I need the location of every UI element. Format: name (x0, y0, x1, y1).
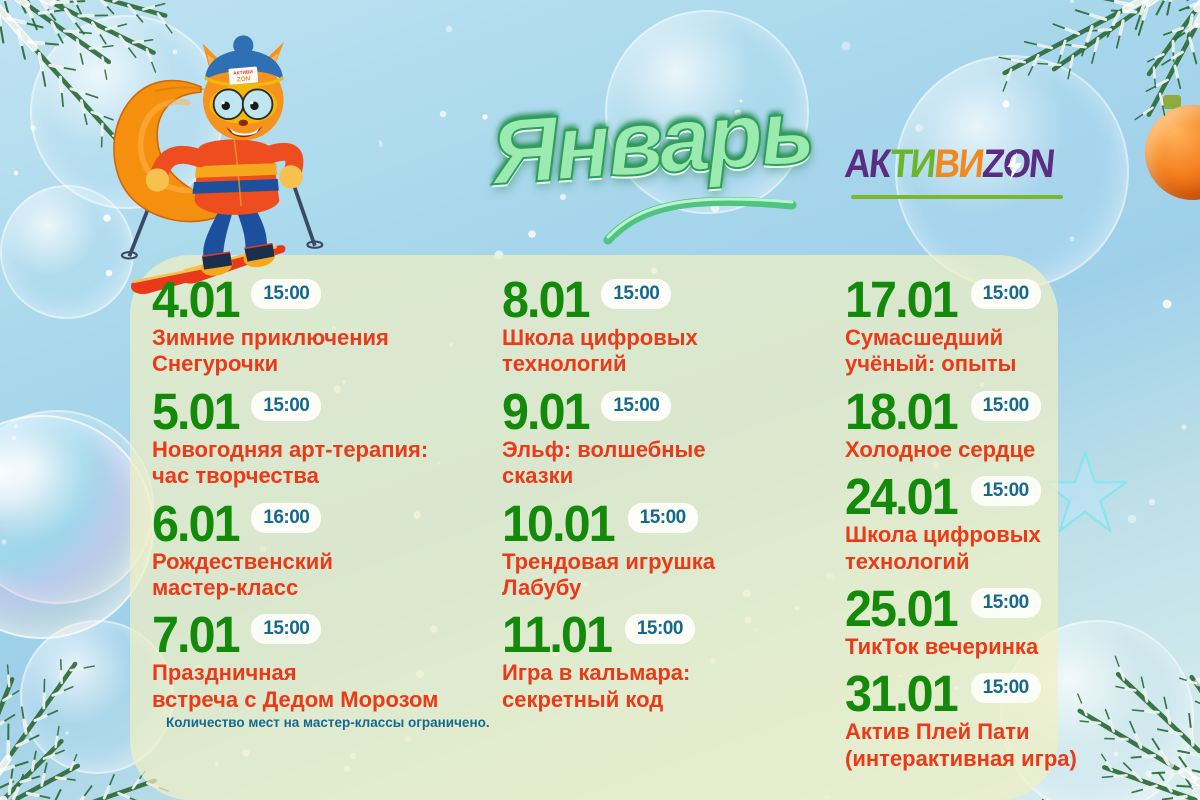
svg-text:ZON: ZON (237, 75, 251, 83)
